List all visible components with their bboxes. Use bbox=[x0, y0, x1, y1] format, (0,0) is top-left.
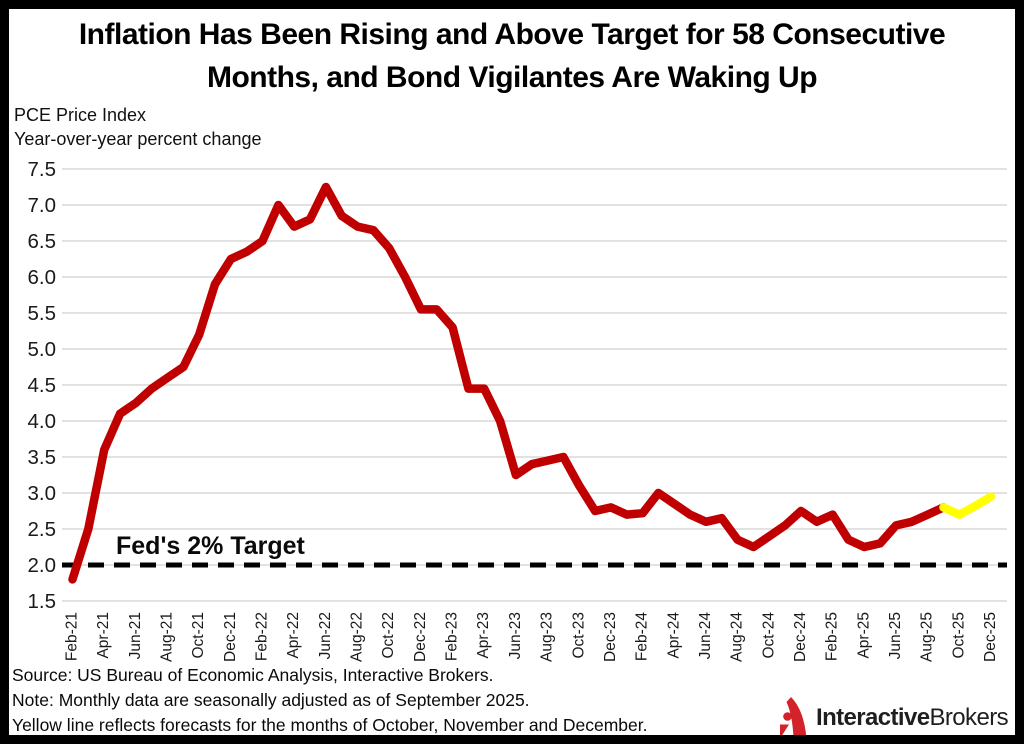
y-axis-tick-label: 2.0 bbox=[28, 554, 57, 577]
x-axis-tick-label: Jun-23 bbox=[507, 612, 524, 659]
x-axis-tick-label: Oct-21 bbox=[190, 612, 207, 659]
x-axis-tick-label: Dec-22 bbox=[412, 612, 429, 662]
x-axis-tick-label: Aug-23 bbox=[539, 612, 556, 662]
x-axis-tick-label: Jun-22 bbox=[317, 612, 334, 659]
data-note: Note: Monthly data are seasonally adjust… bbox=[12, 690, 530, 710]
interactive-brokers-logo-icon bbox=[780, 697, 807, 739]
x-axis-tick-label: Apr-25 bbox=[855, 612, 872, 659]
x-axis-tick-label: Aug-21 bbox=[159, 612, 176, 662]
pce-inflation-line bbox=[68, 182, 948, 584]
x-axis-tick-label: Feb-22 bbox=[254, 612, 271, 661]
x-axis-tick-label: Apr-24 bbox=[665, 612, 682, 659]
y-axis-tick-label: 3.0 bbox=[28, 482, 57, 505]
y-axis-tick-label: 1.5 bbox=[28, 590, 57, 613]
y-axis-tick-label: 6.0 bbox=[28, 266, 57, 289]
x-axis-tick-label: Oct-23 bbox=[570, 612, 587, 659]
x-axis-tick-label: Oct-25 bbox=[950, 612, 967, 659]
x-axis-tick-label: Apr-22 bbox=[285, 612, 302, 659]
y-axis-tick-label: 7.5 bbox=[28, 158, 57, 181]
y-axis-tick-label: 5.0 bbox=[28, 338, 57, 361]
y-axis-tick-label: 4.5 bbox=[28, 374, 57, 397]
chart-subtitle: PCE Price Index Year-over-year percent c… bbox=[14, 104, 261, 151]
fed-target-label: Fed's 2% Target bbox=[116, 532, 306, 560]
logo-word-interactive: Interactive bbox=[816, 704, 930, 731]
y-axis-tick-label: 6.5 bbox=[28, 230, 57, 253]
x-axis-tick-label: Oct-22 bbox=[380, 612, 397, 659]
y-axis-tick-label: 4.0 bbox=[28, 410, 57, 433]
source-note: Source: US Bureau of Economic Analysis, … bbox=[12, 665, 494, 685]
subtitle-index-name: PCE Price Index bbox=[14, 105, 147, 125]
x-axis-tick-label: Feb-24 bbox=[634, 612, 651, 661]
x-axis-tick-label: Apr-21 bbox=[95, 612, 112, 659]
interactive-brokers-logo: InteractiveBrokers bbox=[779, 697, 1009, 739]
x-axis-tick-label: Oct-24 bbox=[760, 612, 777, 659]
chart-title-line-2: Months, and Bond Vigilantes Are Waking U… bbox=[206, 61, 818, 94]
x-axis-tick-label: Feb-23 bbox=[444, 612, 461, 661]
x-axis-tick-label: Feb-25 bbox=[824, 612, 841, 661]
y-axis-tick-label: 5.5 bbox=[28, 302, 57, 325]
x-axis-tick-label: Jun-25 bbox=[887, 612, 904, 659]
x-axis-tick-label: Jun-21 bbox=[127, 612, 144, 659]
x-axis-tick-label: Aug-25 bbox=[919, 612, 936, 662]
chart-title: Inflation Has Been Rising and Above Targ… bbox=[0, 13, 1024, 99]
logo-wordmark: InteractiveBrokers bbox=[816, 704, 1009, 732]
x-axis-tick-label: Jun-24 bbox=[697, 612, 714, 660]
logo-word-brokers: Brokers bbox=[929, 704, 1009, 731]
x-axis-tick-label: Apr-23 bbox=[475, 612, 492, 659]
y-axis-tick-label: 3.5 bbox=[28, 446, 57, 469]
subtitle-units: Year-over-year percent change bbox=[14, 128, 262, 149]
x-axis-tick-label: Dec-21 bbox=[222, 612, 239, 662]
x-axis-tick-label: Dec-23 bbox=[602, 612, 619, 662]
x-axis-tick-label: Feb-21 bbox=[64, 612, 81, 661]
x-axis-tick-label: Dec-25 bbox=[982, 612, 999, 662]
x-axis-tick-label: Dec-24 bbox=[792, 612, 809, 662]
x-axis-tick-label: Aug-24 bbox=[729, 612, 746, 662]
forecast-note: Yellow line reflects forecasts for the m… bbox=[12, 715, 648, 735]
forecast-line bbox=[939, 492, 996, 519]
y-axis-tick-label: 7.0 bbox=[28, 194, 57, 217]
chart-title-line-1: Inflation Has Been Rising and Above Targ… bbox=[78, 18, 946, 51]
chart-footnotes: Source: US Bureau of Economic Analysis, … bbox=[12, 663, 648, 738]
y-axis-tick-label: 2.5 bbox=[28, 518, 57, 541]
x-axis-tick-label: Aug-22 bbox=[349, 612, 366, 662]
